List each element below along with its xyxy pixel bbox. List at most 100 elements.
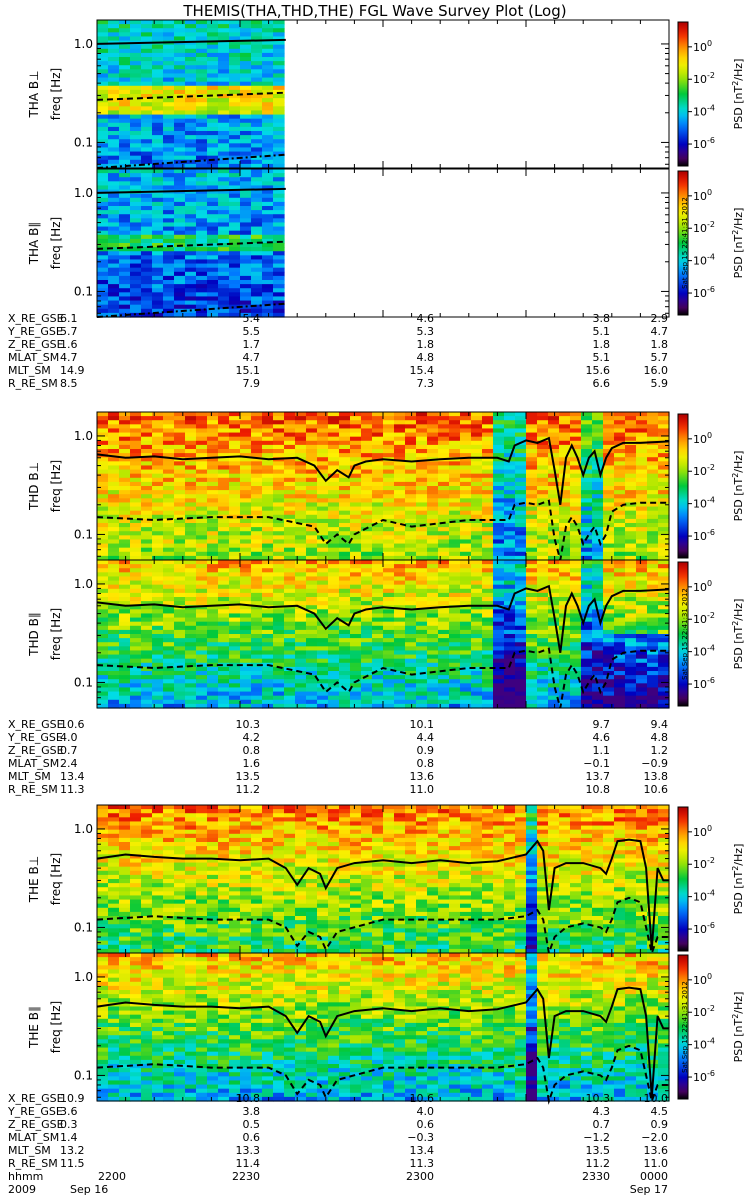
spectrogram-cell bbox=[581, 560, 593, 565]
spectrogram-cell bbox=[416, 535, 428, 541]
spectrogram-cell bbox=[119, 32, 131, 38]
spectrogram-cell bbox=[394, 580, 406, 586]
spectrogram-cell bbox=[449, 634, 461, 639]
spectrogram-cell bbox=[196, 580, 208, 586]
spectrogram-cell bbox=[471, 518, 483, 524]
spectrogram-cell bbox=[251, 106, 263, 112]
spectrogram-cell bbox=[482, 477, 494, 483]
spectrogram-cell bbox=[207, 85, 219, 91]
spectrogram-cell bbox=[251, 699, 263, 705]
spectrogram-cell bbox=[339, 543, 351, 549]
spectrogram-cell bbox=[218, 518, 230, 524]
spectrogram-cell bbox=[383, 568, 395, 573]
spectrogram-cell bbox=[592, 481, 604, 487]
spectrogram-cell bbox=[273, 432, 285, 438]
spectrogram-cell bbox=[471, 572, 483, 578]
spectrogram-cell bbox=[174, 514, 186, 520]
spectrogram-cell bbox=[108, 527, 120, 532]
spectrogram-cell bbox=[427, 527, 439, 532]
spectrogram-cell bbox=[152, 139, 164, 144]
spectrogram-cell bbox=[108, 255, 120, 261]
spectrogram-cell bbox=[108, 102, 120, 107]
spectrogram-cell bbox=[119, 588, 131, 594]
colorbar-label-sup: 2 bbox=[731, 473, 740, 478]
spectrogram-cell bbox=[273, 300, 285, 306]
spectrogram-cell bbox=[163, 436, 175, 442]
spectrogram-cell bbox=[405, 486, 417, 491]
spectrogram-cell bbox=[658, 498, 670, 504]
spectrogram-cell bbox=[559, 440, 571, 446]
spectrogram-cell bbox=[218, 296, 230, 302]
spectrogram-cell bbox=[240, 597, 252, 602]
spectrogram-cell bbox=[240, 592, 252, 598]
spectrogram-cell bbox=[108, 436, 120, 442]
spectrogram-cell bbox=[361, 617, 373, 623]
spectrogram-cell bbox=[196, 234, 208, 240]
spectrogram-cell bbox=[130, 440, 142, 446]
spectrogram-cell bbox=[262, 210, 274, 215]
spectrogram-cell bbox=[526, 453, 538, 458]
spectrogram-cell bbox=[251, 461, 263, 467]
spectrogram-cell bbox=[273, 555, 285, 561]
spectrogram-cell bbox=[185, 98, 197, 103]
spectrogram-cell bbox=[130, 465, 142, 471]
spectrogram-cell bbox=[119, 275, 131, 281]
spectrogram-cell bbox=[174, 428, 186, 434]
spectrogram-cell bbox=[108, 226, 120, 232]
spectrogram-cell bbox=[284, 420, 296, 425]
spectrogram-cell bbox=[427, 477, 439, 483]
spectrogram-cell bbox=[548, 699, 560, 705]
spectrogram-cell bbox=[526, 621, 538, 627]
spectrogram-cell bbox=[284, 543, 296, 549]
spectrogram-cell bbox=[548, 683, 560, 689]
spectrogram-cell bbox=[229, 699, 241, 705]
spectrogram-cell bbox=[570, 650, 582, 656]
spectrogram-cell bbox=[394, 555, 406, 561]
spectrogram-cell bbox=[460, 551, 472, 557]
spectrogram-cell bbox=[614, 539, 626, 545]
spectrogram-cell bbox=[229, 275, 241, 281]
spectrogram-cell bbox=[174, 155, 186, 161]
spectrogram-cell bbox=[141, 638, 153, 643]
spectrogram-cell bbox=[559, 449, 571, 454]
spectrogram-cell bbox=[570, 572, 582, 578]
spectrogram-cell bbox=[97, 506, 109, 512]
spectrogram-cell bbox=[515, 412, 527, 417]
spectrogram-cell bbox=[339, 551, 351, 557]
spectrogram-cell bbox=[636, 527, 648, 532]
spectrogram-cell bbox=[328, 481, 340, 487]
spectrogram-cell bbox=[174, 601, 186, 606]
spectrogram-cell bbox=[119, 560, 131, 565]
spectrogram-cell bbox=[317, 416, 329, 421]
spectrogram-cell bbox=[97, 494, 109, 499]
spectrogram-cell bbox=[658, 444, 670, 450]
spectrogram-cell bbox=[504, 547, 516, 553]
spectrogram-cell bbox=[119, 304, 131, 310]
spectrogram-cell bbox=[130, 143, 142, 149]
spectrogram-cell bbox=[317, 634, 329, 639]
spectrogram-cell bbox=[548, 551, 560, 557]
spectrogram-cell bbox=[438, 547, 450, 553]
spectrogram-cell bbox=[207, 218, 219, 224]
spectrogram-cell bbox=[163, 703, 175, 709]
spectrogram-cell bbox=[251, 580, 263, 586]
spectrogram-cell bbox=[350, 617, 362, 623]
spectrogram-cell bbox=[262, 151, 274, 157]
spectrogram-cell bbox=[449, 638, 461, 643]
spectrogram-cell bbox=[141, 267, 153, 273]
spectrogram-cell bbox=[185, 189, 197, 195]
spectrogram-cell bbox=[372, 461, 384, 467]
spectrogram-cell bbox=[163, 609, 175, 615]
spectrogram-cell bbox=[130, 679, 142, 684]
spectrogram-cell bbox=[372, 613, 384, 619]
spectrogram-cell bbox=[207, 494, 219, 499]
spectrogram-cell bbox=[262, 609, 274, 615]
spectrogram-cell bbox=[295, 572, 307, 578]
spectrogram-cell bbox=[229, 461, 241, 467]
spectrogram-cell bbox=[581, 469, 593, 475]
spectrogram-cell bbox=[108, 535, 120, 541]
spectrogram-cell bbox=[493, 444, 505, 450]
spectrogram-cell bbox=[229, 169, 241, 174]
spectrogram-cell bbox=[460, 440, 472, 446]
spectrogram-cell bbox=[130, 477, 142, 483]
